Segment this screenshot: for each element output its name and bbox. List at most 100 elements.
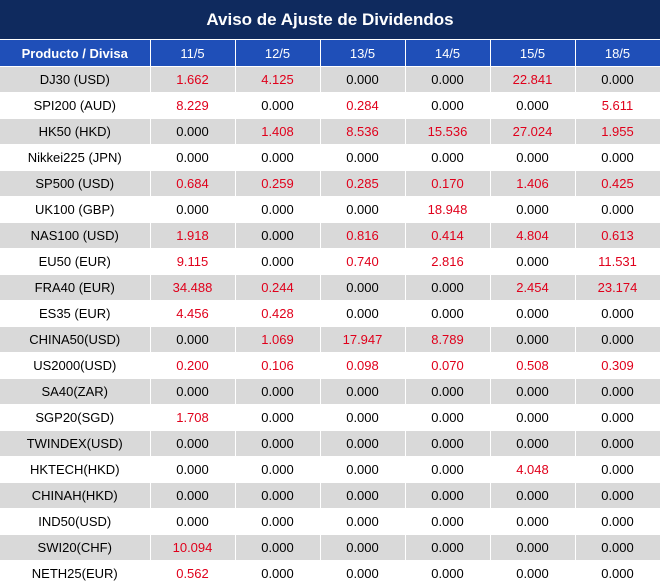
dividend-value-cell: 0.000 xyxy=(405,534,491,561)
dividend-value-cell: 0.000 xyxy=(575,326,660,353)
dividend-value-cell: 34.488 xyxy=(150,274,236,301)
table-row: HK50 (HKD) 0.000 1.408 8.536 15.536 27.024 1.9… xyxy=(0,118,660,145)
table-row: US2000(USD) 0.200 0.106 0.098 0.070 0.508 0.30… xyxy=(0,352,660,379)
dividend-value-cell: 0.414 xyxy=(405,222,491,249)
dividend-value-cell: 0.000 xyxy=(405,430,491,457)
dividend-value-cell: 0.098 xyxy=(320,352,406,379)
table-row: Nikkei225 (JPN) 0.000 0.000 0.000 0.000 0.000… xyxy=(0,144,660,171)
dividend-value-cell: 0.000 xyxy=(490,534,576,561)
dividend-value-cell: 8.789 xyxy=(405,326,491,353)
dividend-value-cell: 0.000 xyxy=(575,66,660,93)
dividend-value-cell: 0.000 xyxy=(490,326,576,353)
dividend-value-cell: 0.425 xyxy=(575,170,660,197)
product-cell: SWI20(CHF) xyxy=(0,534,151,561)
dividend-value-cell: 0.000 xyxy=(490,404,576,431)
dividend-value-cell: 0.000 xyxy=(490,300,576,327)
dividend-value-cell: 27.024 xyxy=(490,118,576,145)
dividend-value-cell: 0.000 xyxy=(235,92,321,119)
dividend-value-cell: 0.000 xyxy=(320,66,406,93)
dividend-value-cell: 0.000 xyxy=(575,560,660,587)
dividend-value-cell: 4.125 xyxy=(235,66,321,93)
page-title: Aviso de Ajuste de Dividendos xyxy=(0,0,660,40)
dividend-value-cell: 1.918 xyxy=(150,222,236,249)
dividend-value-cell: 0.000 xyxy=(575,508,660,535)
dividend-value-cell: 0.000 xyxy=(575,430,660,457)
product-cell: NETH25(EUR) xyxy=(0,560,151,587)
table-row: NAS100 (USD) 1.918 0.000 0.816 0.414 4.804 0.6… xyxy=(0,222,660,249)
dividend-value-cell: 0.000 xyxy=(490,92,576,119)
dividend-value-cell: 0.000 xyxy=(405,482,491,509)
table-body: DJ30 (USD) 1.662 4.125 0.000 0.000 22.841 0.00… xyxy=(0,66,660,587)
dividend-value-cell: 0.000 xyxy=(235,430,321,457)
table-row: HKTECH(HKD) 0.000 0.000 0.000 0.000 4.048 0.00… xyxy=(0,456,660,483)
dividend-value-cell: 10.094 xyxy=(150,534,236,561)
dividend-value-cell: 0.000 xyxy=(405,274,491,301)
dividend-value-cell: 0.000 xyxy=(150,456,236,483)
column-header-date: 14/5 xyxy=(405,40,491,67)
dividend-value-cell: 0.000 xyxy=(235,508,321,535)
table-row: FRA40 (EUR) 34.488 0.244 0.000 0.000 2.454 23.… xyxy=(0,274,660,301)
product-cell: SA40(ZAR) xyxy=(0,378,151,405)
dividend-value-cell: 0.000 xyxy=(405,456,491,483)
table-row: TWINDEX(USD) 0.000 0.000 0.000 0.000 0.000 0.0… xyxy=(0,430,660,457)
dividend-value-cell: 0.000 xyxy=(150,144,236,171)
dividend-value-cell: 0.000 xyxy=(490,430,576,457)
dividend-value-cell: 0.000 xyxy=(490,508,576,535)
dividend-value-cell: 0.000 xyxy=(490,196,576,223)
dividend-value-cell: 0.000 xyxy=(575,378,660,405)
dividend-value-cell: 0.000 xyxy=(575,196,660,223)
dividend-value-cell: 0.000 xyxy=(490,144,576,171)
dividend-table: Producto / Divisa 11/5 12/5 13/5 14/5 15… xyxy=(0,40,660,587)
table-row: CHINA50(USD) 0.000 1.069 17.947 8.789 0.000 0.… xyxy=(0,326,660,353)
dividend-value-cell: 0.000 xyxy=(150,482,236,509)
table-row: CHINAH(HKD) 0.000 0.000 0.000 0.000 0.000 0.00… xyxy=(0,482,660,509)
column-header-date: 18/5 xyxy=(575,40,660,67)
dividend-value-cell: 0.000 xyxy=(235,196,321,223)
product-cell: CHINA50(USD) xyxy=(0,326,151,353)
dividend-value-cell: 0.284 xyxy=(320,92,406,119)
dividend-value-cell: 0.200 xyxy=(150,352,236,379)
table-row: ES35 (EUR) 4.456 0.428 0.000 0.000 0.000 0.000 xyxy=(0,300,660,327)
product-cell: EU50 (EUR) xyxy=(0,248,151,275)
dividend-value-cell: 0.000 xyxy=(150,378,236,405)
column-header-date: 11/5 xyxy=(150,40,236,67)
dividend-value-cell: 0.000 xyxy=(235,144,321,171)
column-header-date: 13/5 xyxy=(320,40,406,67)
table-row: EU50 (EUR) 9.115 0.000 0.740 2.816 0.000 11.53… xyxy=(0,248,660,275)
dividend-value-cell: 0.000 xyxy=(235,248,321,275)
dividend-value-cell: 0.000 xyxy=(235,222,321,249)
table-row: SP500 (USD) 0.684 0.259 0.285 0.170 1.406 0.42… xyxy=(0,170,660,197)
product-cell: ES35 (EUR) xyxy=(0,300,151,327)
dividend-value-cell: 0.000 xyxy=(575,534,660,561)
dividend-value-cell: 0.000 xyxy=(405,144,491,171)
dividend-value-cell: 2.454 xyxy=(490,274,576,301)
column-header-date: 15/5 xyxy=(490,40,576,67)
dividend-value-cell: 23.174 xyxy=(575,274,660,301)
dividend-value-cell: 9.115 xyxy=(150,248,236,275)
dividend-value-cell: 4.456 xyxy=(150,300,236,327)
dividend-value-cell: 1.708 xyxy=(150,404,236,431)
table-row: IND50(USD) 0.000 0.000 0.000 0.000 0.000 0.000 xyxy=(0,508,660,535)
dividend-value-cell: 0.000 xyxy=(405,378,491,405)
dividend-value-cell: 0.000 xyxy=(490,560,576,587)
table-row: SA40(ZAR) 0.000 0.000 0.000 0.000 0.000 0.000 xyxy=(0,378,660,405)
dividend-value-cell: 0.816 xyxy=(320,222,406,249)
dividend-value-cell: 22.841 xyxy=(490,66,576,93)
dividend-value-cell: 0.508 xyxy=(490,352,576,379)
dividend-value-cell: 18.948 xyxy=(405,196,491,223)
dividend-value-cell: 0.000 xyxy=(320,482,406,509)
table-row: NETH25(EUR) 0.562 0.000 0.000 0.000 0.000 0.00… xyxy=(0,560,660,587)
dividend-value-cell: 0.000 xyxy=(575,404,660,431)
product-cell: NAS100 (USD) xyxy=(0,222,151,249)
dividend-value-cell: 8.536 xyxy=(320,118,406,145)
dividend-value-cell: 11.531 xyxy=(575,248,660,275)
dividend-value-cell: 0.000 xyxy=(150,196,236,223)
table-header: Producto / Divisa 11/5 12/5 13/5 14/5 15… xyxy=(0,40,660,67)
product-cell: SP500 (USD) xyxy=(0,170,151,197)
table-row: SWI20(CHF) 10.094 0.000 0.000 0.000 0.000 0.00… xyxy=(0,534,660,561)
dividend-value-cell: 1.069 xyxy=(235,326,321,353)
dividend-value-cell: 0.000 xyxy=(235,482,321,509)
dividend-value-cell: 0.000 xyxy=(235,534,321,561)
dividend-value-cell: 0.000 xyxy=(405,404,491,431)
dividend-value-cell: 0.070 xyxy=(405,352,491,379)
